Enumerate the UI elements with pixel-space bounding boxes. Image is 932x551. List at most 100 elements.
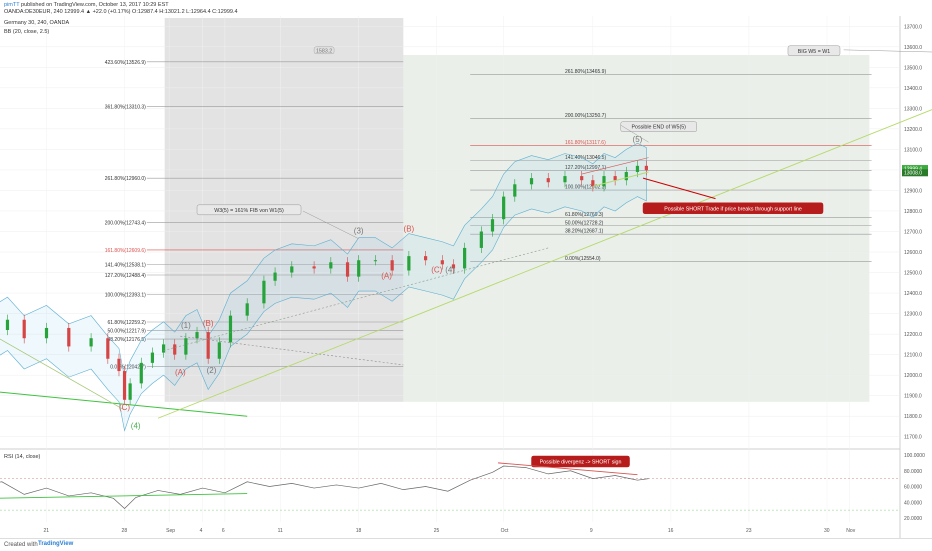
candle[interactable]: [312, 266, 316, 269]
x-tick-label: 11: [278, 528, 283, 534]
annotation-text: Possible SHORT Trade if price breaks thr…: [664, 206, 802, 212]
callout-line: [620, 124, 649, 143]
fib-zone-right: [403, 54, 870, 402]
candle[interactable]: [407, 256, 411, 271]
candle[interactable]: [390, 260, 394, 271]
candle[interactable]: [89, 338, 93, 347]
x-tick-label: 9: [590, 528, 593, 534]
chart-header: pimTT published on TradingView.com, Octo…: [0, 0, 932, 16]
publish-info: pimTT published on TradingView.com, Octo…: [4, 2, 169, 8]
candle[interactable]: [635, 165, 640, 172]
x-tick-label: 18: [356, 528, 362, 534]
fib-label-left: 423.60%(13526.9): [105, 60, 146, 66]
candle[interactable]: [563, 176, 567, 183]
y-tick-label: 12100.0: [904, 353, 922, 359]
rsi-divergence-line: [498, 462, 638, 476]
annotation-text: W3(5) = 161% FIB von W1(5): [214, 208, 284, 214]
candle[interactable]: [228, 315, 233, 343]
candle[interactable]: [106, 338, 110, 359]
candle[interactable]: [161, 344, 166, 353]
author-name[interactable]: pimTT: [4, 2, 20, 8]
candle[interactable]: [357, 260, 361, 277]
price-badge-label: 13008.0: [904, 171, 922, 177]
callout-line: [843, 49, 932, 53]
candle[interactable]: [22, 319, 26, 339]
candle[interactable]: [591, 180, 595, 187]
candle[interactable]: [139, 362, 143, 384]
wedge-line: [0, 338, 125, 411]
x-tick-label: 4: [200, 528, 203, 534]
candle[interactable]: [463, 247, 467, 269]
candle[interactable]: [245, 303, 249, 316]
candle[interactable]: [502, 196, 506, 220]
candle[interactable]: [67, 327, 71, 347]
y-tick-label: 13100.0: [904, 147, 922, 153]
candle[interactable]: [624, 171, 628, 181]
y-tick-label: 13400.0: [904, 86, 922, 92]
chart-title: Germany 30, 240, OANDA: [4, 20, 69, 26]
annotation-box[interactable]: [620, 121, 697, 132]
bollinger-band: [0, 142, 647, 432]
y-tick-label: 12800.0: [904, 209, 922, 215]
candle[interactable]: [44, 327, 49, 339]
candle[interactable]: [373, 260, 378, 262]
fib-label-right: 100.00%(12902.3): [565, 185, 606, 191]
y-tick-label: 12400.0: [904, 291, 922, 297]
candle[interactable]: [173, 344, 177, 355]
tradingview-logo[interactable]: TradingView: [38, 541, 74, 547]
candle[interactable]: [273, 272, 277, 281]
annotation-box[interactable]: [787, 45, 841, 57]
rsi-tick-label: 20.0000: [904, 516, 922, 522]
x-tick-label: 23: [746, 528, 752, 534]
candle[interactable]: [217, 342, 221, 359]
candle[interactable]: [424, 256, 428, 261]
fib-label-left: 200.00%(12743.4): [105, 221, 146, 227]
candle[interactable]: [128, 383, 132, 400]
callout-line: [302, 210, 359, 239]
rsi-support-line: [0, 493, 248, 499]
candle[interactable]: [440, 260, 444, 265]
candle[interactable]: [206, 332, 210, 359]
wave-label: (3): [354, 227, 364, 236]
wave-label: (C): [119, 403, 130, 412]
candle[interactable]: [329, 262, 333, 269]
wave-label: (4): [131, 422, 141, 431]
rsi-pane[interactable]: [0, 451, 900, 522]
wave-label: (1): [181, 321, 191, 330]
candle[interactable]: [490, 219, 495, 232]
candle[interactable]: [345, 262, 350, 277]
candle[interactable]: [513, 184, 517, 197]
price-chart[interactable]: 11700.0 11800.0 11900.0 12000.0 12100.0 12200…: [0, 0, 932, 538]
annotation-box[interactable]: [196, 204, 302, 216]
fib-label-right: 127.20%(12997.1): [565, 165, 606, 171]
candle[interactable]: [479, 231, 483, 248]
y-tick-label: 12600.0: [904, 250, 922, 256]
fib-label-left: 38.20%(12176.5): [107, 337, 146, 343]
candle[interactable]: [5, 319, 10, 331]
candle[interactable]: [580, 176, 584, 181]
candle[interactable]: [122, 371, 127, 400]
candle[interactable]: [262, 280, 266, 304]
candle[interactable]: [613, 176, 617, 181]
candle[interactable]: [529, 178, 534, 185]
candle[interactable]: [290, 266, 294, 273]
candle[interactable]: [117, 358, 121, 372]
candle[interactable]: [150, 352, 155, 363]
fib-label-left: 141.40%(12538.1): [105, 263, 146, 269]
annotation-box[interactable]: [642, 202, 824, 215]
candle[interactable]: [546, 178, 550, 183]
fib-label-right: 0.00%(12554.0): [565, 256, 601, 262]
fib-label-left: 161.80%(12609.6): [105, 248, 146, 254]
y-tick-label: 11700.0: [904, 435, 922, 441]
candle[interactable]: [644, 165, 648, 171]
y-tick-label: 13300.0: [904, 106, 922, 112]
annotation-box[interactable]: [531, 455, 630, 468]
annotation-box[interactable]: [313, 46, 335, 55]
y-tick-label: 13700.0: [904, 24, 922, 30]
candle[interactable]: [184, 338, 188, 355]
candle[interactable]: [195, 332, 199, 339]
candle[interactable]: [451, 264, 456, 269]
candle[interactable]: [602, 176, 606, 187]
fib-label-left: 100.00%(12393.1): [105, 293, 146, 299]
rsi-line: [0, 465, 649, 510]
